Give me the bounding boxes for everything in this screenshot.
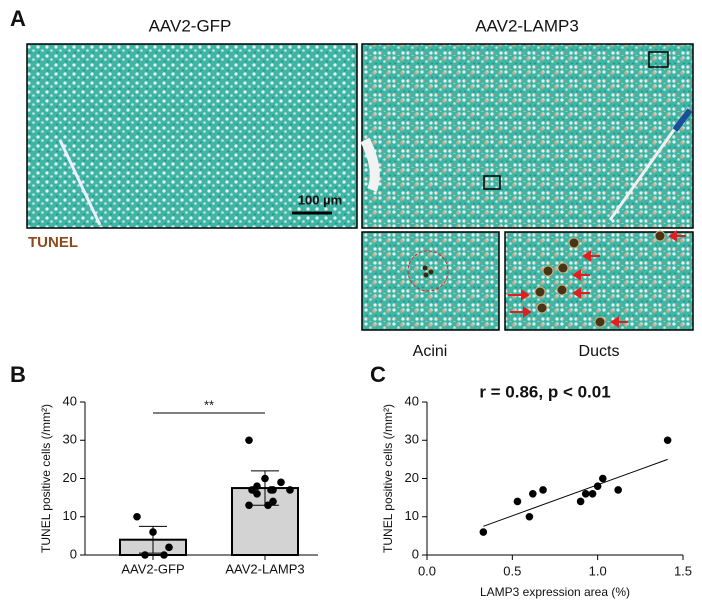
data-point <box>141 551 149 559</box>
data-point <box>588 490 597 498</box>
cells <box>534 230 666 328</box>
y-tick-label: 10 <box>63 508 77 523</box>
image-title: AAV2-GFP <box>149 16 232 35</box>
x-tick-label: 1.0 <box>589 563 607 578</box>
data-point <box>513 497 522 506</box>
inset-label: Ducts <box>579 343 620 360</box>
micrograph <box>361 43 694 229</box>
vessel <box>58 139 102 226</box>
panel-label: B <box>10 362 26 387</box>
data-point <box>525 512 534 521</box>
y-tick-label: 40 <box>63 393 77 408</box>
y-tick-label: 40 <box>405 393 419 408</box>
x-tick-label: 0.0 <box>418 563 436 578</box>
image-title: AAV2-LAMP3 <box>475 16 579 35</box>
fit-line <box>483 458 668 527</box>
zoom-box <box>648 51 669 68</box>
data-point <box>479 528 488 536</box>
y-tick-label: 0 <box>70 546 77 561</box>
y-axis-label: TUNEL positive cells (/mm²) <box>381 404 395 553</box>
data-point <box>149 528 157 536</box>
data-point <box>253 490 261 498</box>
y-tick-label: 30 <box>405 432 419 447</box>
y-tick-label: 0 <box>412 546 419 561</box>
y-axis-label: TUNEL positive cells (/mm²) <box>39 404 53 553</box>
data-point <box>539 486 547 494</box>
inset <box>361 231 500 331</box>
x-tick-label: 1.5 <box>674 563 692 578</box>
x-axis-label: LAMP3 expression area (%) <box>480 585 630 599</box>
inset <box>504 231 694 331</box>
chart-title: r = 0.86, p < 0.01 <box>479 382 610 401</box>
data-point <box>160 551 168 559</box>
data-point <box>581 490 590 498</box>
data-point <box>277 478 285 487</box>
arrows <box>508 230 686 328</box>
panel-label: C <box>370 362 386 387</box>
data-point <box>264 501 272 510</box>
stain-label: TUNEL <box>28 234 78 251</box>
significance-label: ** <box>204 397 214 412</box>
inset-label: Acini <box>413 343 448 360</box>
data-point <box>286 486 294 494</box>
y-tick-label: 10 <box>405 508 419 523</box>
x-tick-label: AAV2-GFP <box>121 561 184 576</box>
x-tick-label: 0.5 <box>503 563 521 578</box>
data-point <box>593 482 602 490</box>
panel-label: A <box>10 6 26 31</box>
data-point <box>165 543 173 552</box>
data-point <box>663 436 672 445</box>
data-point <box>261 474 269 483</box>
data-point <box>267 486 275 494</box>
data-point <box>598 474 607 483</box>
x-tick-label: AAV2-LAMP3 <box>225 561 304 576</box>
y-tick-label: 20 <box>405 470 419 485</box>
scale-label: 100 µm <box>298 192 342 207</box>
y-tick-label: 20 <box>63 470 77 485</box>
data-point <box>529 490 537 498</box>
data-point <box>245 501 253 510</box>
y-tick-label: 30 <box>63 432 77 447</box>
micrograph <box>26 43 358 229</box>
cells <box>422 265 434 278</box>
data-point <box>614 486 622 494</box>
data-point <box>133 512 141 521</box>
vessel <box>672 108 693 132</box>
highlight <box>407 250 449 292</box>
data-point <box>245 436 253 445</box>
data-point <box>576 497 585 506</box>
zoom-box <box>483 175 501 190</box>
vessel <box>360 137 380 192</box>
